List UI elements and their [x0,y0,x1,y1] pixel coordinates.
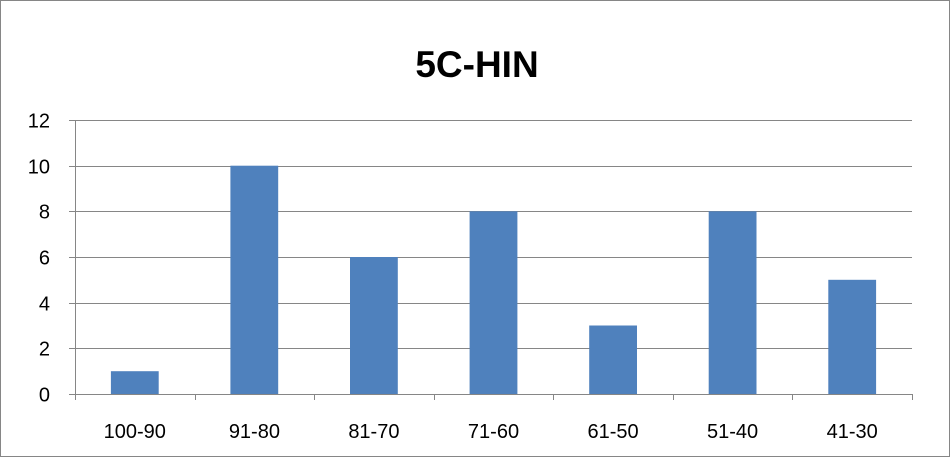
y-tick-label: 2 [39,339,50,361]
axes [69,120,913,400]
bars [110,165,877,394]
x-tick-label: 100-90 [104,421,166,443]
x-axis-tick-labels: 100-90 91-80 81-70 71-60 61-50 51-40 41-30 [104,421,878,443]
bar-91-80 [230,165,279,394]
x-tick-label: 81-70 [348,421,399,443]
x-tick-label: 51-40 [707,421,758,443]
x-tick-label: 71-60 [468,421,519,443]
bar-71-60 [469,211,518,394]
x-tick-label: 61-50 [588,421,639,443]
y-tick-label: 10 [28,157,50,179]
y-tick-label: 8 [39,202,50,224]
y-axis-tick-labels: 0 2 4 6 8 10 12 [28,111,50,407]
x-tick-label: 41-30 [827,421,878,443]
bar-51-40 [708,211,757,394]
y-tick-label: 6 [39,248,50,270]
bar-100-90 [110,371,159,394]
y-tick-label: 4 [39,294,50,316]
chart-title: 5C-HIN [415,44,538,85]
y-tick-label: 12 [28,111,50,133]
bar-41-30 [828,279,877,394]
bar-61-50 [589,325,637,394]
x-tick-label: 91-80 [229,421,280,443]
y-tick-label: 0 [39,385,50,407]
bar-81-70 [350,257,398,394]
